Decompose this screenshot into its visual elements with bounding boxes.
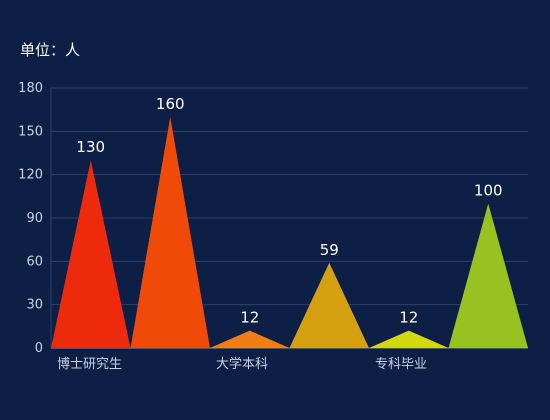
bar[interactable]	[130, 116, 211, 348]
y-tick-label: 180	[18, 81, 43, 96]
bar[interactable]	[210, 330, 290, 348]
data-label: 59	[320, 241, 339, 259]
bar[interactable]	[448, 203, 529, 348]
y-tick-label: 30	[26, 298, 43, 313]
x-tick-label: 专科毕业	[375, 357, 427, 372]
bar[interactable]	[289, 262, 370, 348]
data-label: 12	[240, 309, 259, 327]
y-tick-label: 150	[18, 124, 43, 139]
y-tick-label: 0	[35, 341, 43, 356]
data-label: 130	[76, 138, 105, 156]
bar[interactable]	[51, 160, 131, 348]
x-tick-label: 博士研究生	[57, 357, 122, 372]
x-tick-label: 大学本科	[216, 356, 268, 372]
unit-label: 单位：人	[20, 41, 81, 59]
data-label: 160	[156, 95, 185, 113]
bar[interactable]	[369, 330, 449, 348]
y-tick-label: 120	[18, 168, 43, 183]
data-label: 12	[399, 309, 418, 327]
data-label: 100	[474, 182, 503, 200]
y-tick-label: 90	[26, 211, 43, 226]
y-tick-label: 60	[26, 254, 43, 269]
